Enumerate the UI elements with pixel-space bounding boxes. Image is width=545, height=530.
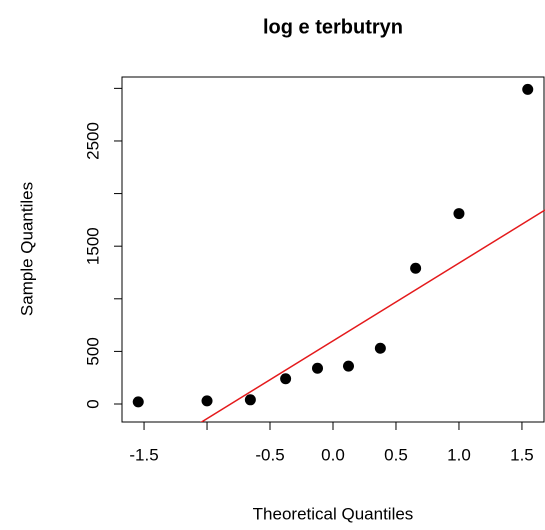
y-tick-label: 0 — [83, 399, 102, 408]
point — [312, 362, 324, 374]
x-tick-label: -1.5 — [129, 445, 158, 464]
y-tick-label: 2500 — [83, 122, 102, 160]
y-axis-label: Sample Quantiles — [17, 182, 36, 316]
point — [244, 394, 256, 406]
point — [132, 396, 144, 408]
reference-line — [200, 209, 545, 422]
x-tick-label: 1.0 — [447, 445, 471, 464]
x-tick-label: -0.5 — [255, 445, 284, 464]
x-tick-label: 1.5 — [510, 445, 534, 464]
x-axis-label: Theoretical Quantiles — [253, 504, 414, 523]
point — [410, 262, 422, 274]
point — [201, 395, 213, 407]
point — [453, 208, 465, 220]
y-tick-label: 500 — [83, 337, 102, 365]
point — [342, 360, 354, 372]
x-tick-label: 0.0 — [321, 445, 345, 464]
chart-title: log e terbutryn — [263, 16, 403, 38]
y-tick-label: 1500 — [83, 227, 102, 265]
point — [522, 83, 534, 95]
x-tick-label: 0.5 — [384, 445, 408, 464]
point — [280, 373, 292, 385]
point — [374, 342, 386, 354]
